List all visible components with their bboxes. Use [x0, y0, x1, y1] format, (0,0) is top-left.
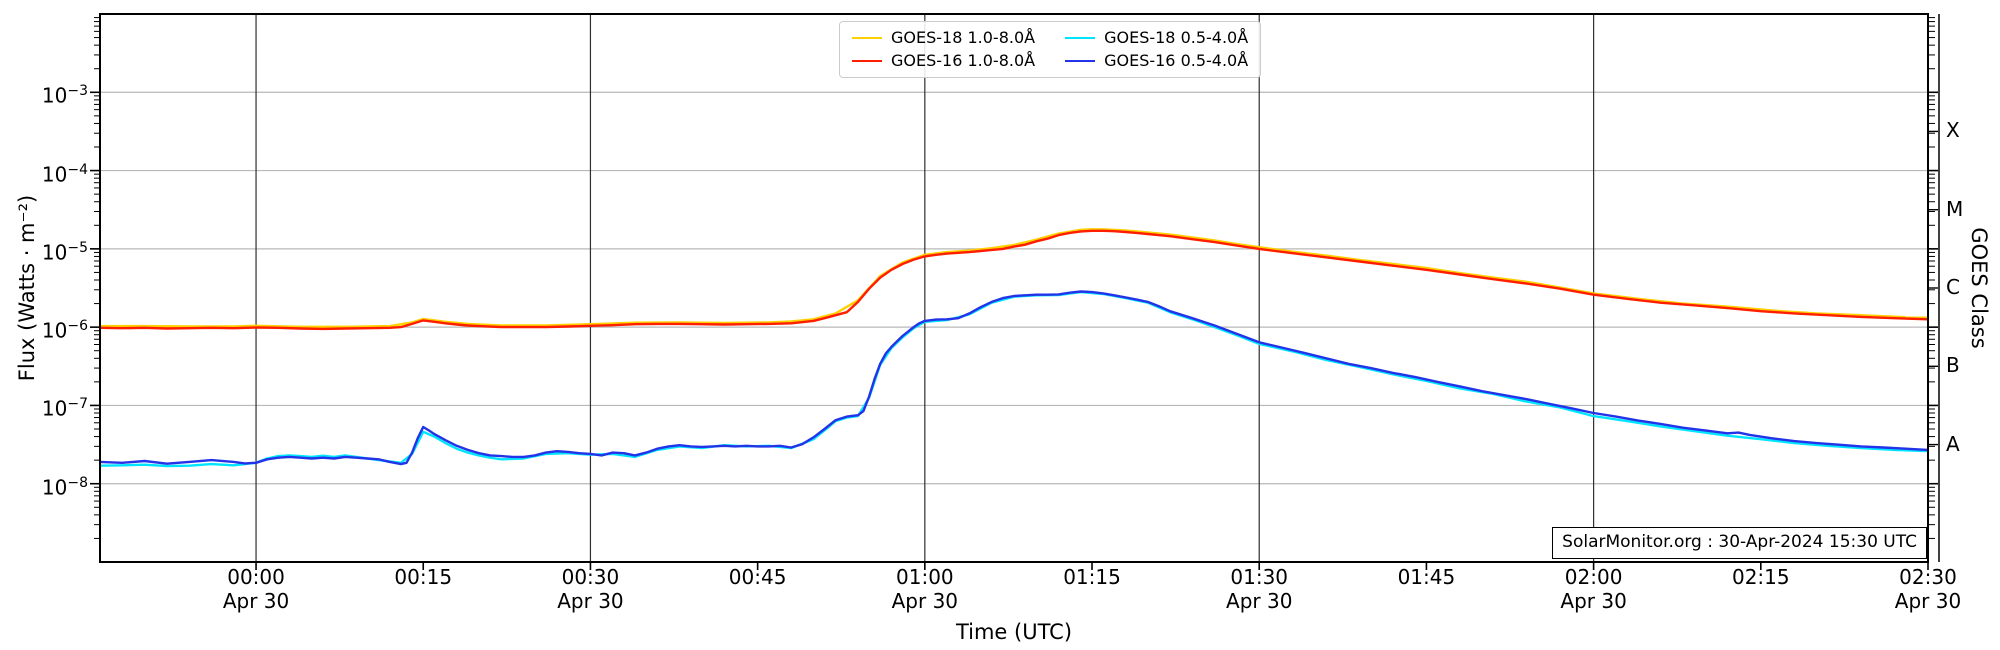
x-tick-time: 02:00	[1564, 565, 1623, 589]
y-axis-title-goes-class: GOES Class	[1967, 227, 1991, 349]
legend: GOES-18 1.0-8.0Å GOES-18 0.5-4.0Å GOES-1…	[839, 21, 1262, 78]
legend-label: GOES-18 0.5-4.0Å	[1104, 28, 1249, 47]
x-axis-title-time: Time (UTC)	[955, 620, 1073, 644]
legend-item-goes16-short: GOES-16 0.5-4.0Å	[1065, 50, 1248, 72]
x-tick-time: 00:45	[728, 565, 787, 589]
x-tick-date: Apr 30	[557, 589, 624, 613]
legend-item-goes18-long: GOES-18 1.0-8.0Å	[852, 27, 1035, 49]
y-axis-title-flux: Flux (Watts · m⁻²)	[15, 194, 39, 382]
source-annotation: SolarMonitor.org : 30-Apr-2024 15:30 UTC	[1552, 527, 1927, 559]
x-tick-date: Apr 30	[1226, 589, 1293, 613]
y-tick-label-1e-3: 10−3	[41, 83, 88, 108]
x-tick-label-0030: 00:30 Apr 30	[557, 565, 623, 613]
series-line-goes-16-0.5-4.0-	[100, 290, 1928, 466]
x-tick-label-0145: 01:45	[1398, 565, 1456, 589]
series-line-goes-18-1.0-8.0-	[100, 228, 1928, 328]
x-tick-time: 02:15	[1731, 565, 1790, 589]
legend-line-swatch-goes16-short	[1065, 60, 1096, 62]
source-annotation-text: SolarMonitor.org : 30-Apr-2024 15:30 UTC	[1562, 532, 1917, 552]
legend-item-goes18-short: GOES-18 0.5-4.0Å	[1065, 27, 1248, 49]
y-tick-label-1e-4: 10−4	[41, 161, 88, 187]
x-tick-date: Apr 30	[891, 589, 959, 613]
x-tick-date: Apr 30	[222, 589, 290, 613]
legend-line-swatch-goes18-short	[1065, 37, 1096, 39]
legend-line-swatch-goes16-long	[852, 60, 882, 62]
x-tick-label-0200: 02:00 Apr 30	[1560, 565, 1626, 613]
goes-class-letter-c: C	[1946, 275, 1960, 299]
goes-class-letter-m: M	[1946, 196, 1964, 221]
legend-item-goes16-long: GOES-16 1.0-8.0Å	[852, 50, 1035, 72]
x-tick-time: 01:45	[1397, 565, 1456, 589]
x-tick-label-0045: 00:45	[729, 565, 787, 589]
x-tick-date: Apr 30	[1560, 589, 1627, 613]
x-tick-label-0000: 00:00 Apr 30	[223, 565, 289, 613]
y-tick-label-1e-8: 10−8	[41, 474, 88, 500]
x-tick-time: 00:30	[561, 565, 620, 589]
plot-border	[99, 13, 1929, 563]
series-line-goes-18-0.5-4.0-	[100, 290, 1928, 468]
x-tick-label-0115: 01:15	[1063, 565, 1121, 589]
goes-class-letter-b: B	[1946, 353, 1960, 378]
x-tick-label-0215: 02:15	[1732, 565, 1790, 589]
x-tick-time: 02:30	[1899, 565, 1957, 589]
x-tick-time: 01:00	[896, 565, 954, 589]
series-line-goes-16-1.0-8.0-	[100, 229, 1928, 331]
x-tick-label-0230: 02:30 Apr 30	[1895, 565, 1961, 613]
goes-class-letter-a: A	[1946, 431, 1960, 456]
x-tick-time: 01:15	[1063, 565, 1121, 589]
legend-label: GOES-16 1.0-8.0Å	[891, 51, 1036, 70]
x-tick-time: 00:15	[394, 565, 453, 589]
x-tick-time: 00:00	[227, 565, 285, 589]
series-group	[100, 228, 1928, 468]
y-tick-label-1e-5: 10−5	[41, 239, 88, 265]
x-tick-date: Apr 30	[1894, 589, 1962, 613]
x-tick-label-0130: 01:30 Apr 30	[1226, 565, 1292, 613]
y-tick-label-1e-6: 10−6	[41, 318, 88, 343]
x-tick-label-0100: 01:00 Apr 30	[892, 565, 958, 613]
x-tick-label-0015: 00:15	[394, 565, 452, 589]
legend-label: GOES-16 0.5-4.0Å	[1104, 51, 1249, 70]
legend-line-swatch-goes18-long	[852, 37, 882, 39]
goes-class-letter-x: X	[1946, 118, 1960, 143]
y-tick-label-1e-7: 10−7	[41, 396, 88, 422]
x-tick-time: 01:30	[1230, 565, 1289, 589]
legend-label: GOES-18 1.0-8.0Å	[891, 28, 1036, 47]
